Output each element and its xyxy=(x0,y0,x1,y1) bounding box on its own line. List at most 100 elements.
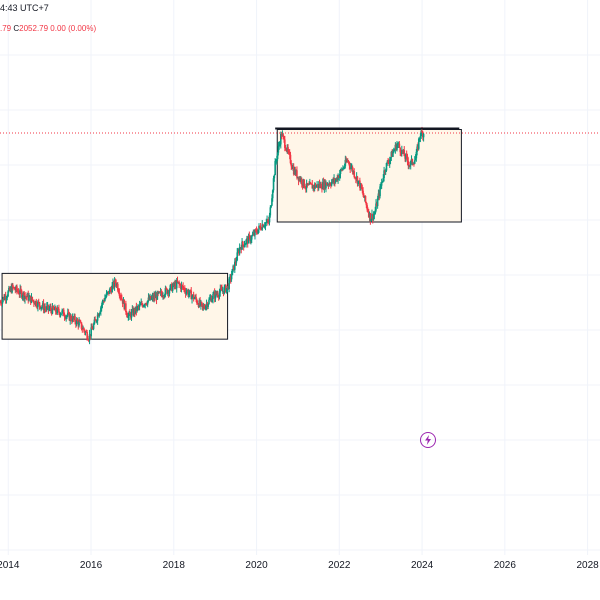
candle-body xyxy=(11,284,13,293)
candle-body xyxy=(27,293,30,301)
candle-body xyxy=(307,184,310,186)
candle-body xyxy=(64,317,67,319)
candle-body xyxy=(23,292,26,300)
candle-body xyxy=(96,320,98,322)
lightning-bolt-icon[interactable] xyxy=(420,432,436,448)
candle-body xyxy=(281,134,284,137)
candle-body xyxy=(301,184,304,186)
candle-body xyxy=(233,265,235,270)
candle-body xyxy=(298,177,301,181)
candle-body xyxy=(129,312,131,314)
candle-body xyxy=(371,213,374,220)
x-tick-label: 2024 xyxy=(410,560,434,571)
candle-body xyxy=(410,158,413,162)
candle-body xyxy=(183,288,185,290)
candle-body xyxy=(416,146,418,152)
candle-body xyxy=(41,303,44,307)
candle-body xyxy=(101,301,104,305)
candle-body xyxy=(193,298,196,300)
candle-body xyxy=(123,299,126,310)
candle-body xyxy=(290,163,293,167)
candle-body xyxy=(162,295,164,297)
candle-body xyxy=(357,180,360,184)
candle-body xyxy=(392,150,395,153)
candle-body xyxy=(18,293,21,295)
candle-body xyxy=(234,261,237,263)
candle-body xyxy=(202,306,205,308)
candle-body xyxy=(12,287,15,289)
candle-body xyxy=(142,305,145,307)
candle-body xyxy=(59,314,62,316)
candle-body xyxy=(388,160,391,164)
candle-body xyxy=(41,306,43,308)
candle-body xyxy=(343,166,346,168)
candle-body xyxy=(102,300,105,302)
candle-body xyxy=(303,179,305,187)
x-tick-label: 2016 xyxy=(79,560,103,571)
candle-body xyxy=(234,261,236,270)
candle-body xyxy=(280,134,283,137)
candle-body xyxy=(152,295,155,300)
candle-body xyxy=(236,252,239,261)
candle-body xyxy=(13,287,16,290)
candle-body xyxy=(2,297,5,301)
candle-body xyxy=(84,331,87,333)
candle-body xyxy=(63,315,66,318)
candle-body xyxy=(379,186,381,197)
open-fragment: .79 xyxy=(0,24,12,33)
candle-body xyxy=(194,296,197,299)
candle-body xyxy=(32,300,34,302)
candle-body xyxy=(70,315,72,320)
candle-body xyxy=(50,307,52,311)
candle-body xyxy=(250,239,252,242)
candle-body xyxy=(112,282,114,286)
candle-body xyxy=(367,209,369,212)
candle-body xyxy=(58,312,61,316)
candle-body xyxy=(79,321,81,323)
candle-body xyxy=(344,159,347,167)
candle-body xyxy=(167,290,169,294)
candle-body xyxy=(166,288,168,294)
candle-body xyxy=(365,202,368,206)
candle-body xyxy=(25,296,28,298)
candle-body xyxy=(333,178,335,183)
candle-body xyxy=(351,167,353,169)
candle-body xyxy=(361,188,364,191)
candle-body xyxy=(248,235,251,237)
candle-body xyxy=(160,291,163,295)
candle-body xyxy=(347,161,350,163)
candle-body xyxy=(49,307,51,309)
candle-body xyxy=(10,287,13,293)
candle-body xyxy=(383,170,385,179)
candle-body xyxy=(198,300,201,307)
candle-body xyxy=(413,160,416,164)
candle-body xyxy=(87,338,89,340)
candle-body xyxy=(329,183,331,185)
candle-body xyxy=(46,304,49,307)
candle-body xyxy=(36,305,38,308)
candle-body xyxy=(407,161,410,166)
candle-body xyxy=(215,292,218,295)
candle-body xyxy=(305,188,307,190)
candle-body xyxy=(4,296,7,300)
candle-body xyxy=(228,278,230,289)
candle-body xyxy=(196,303,199,305)
candle-body xyxy=(399,147,402,153)
candle-body xyxy=(212,294,214,300)
candle-body xyxy=(16,286,18,291)
time-axis[interactable]: 2014 2016 2018 2020 2022 2024 2026 2028 xyxy=(0,555,600,575)
candle-body xyxy=(20,288,22,292)
candle-body xyxy=(308,184,310,186)
candle-body xyxy=(117,290,120,293)
candle-body xyxy=(40,307,42,309)
candle-body xyxy=(393,149,396,151)
candle-body xyxy=(211,299,214,302)
candle-body xyxy=(89,334,92,337)
candle-body xyxy=(0,302,2,304)
candle-body xyxy=(358,180,360,182)
candle-body xyxy=(209,297,212,299)
candle-body xyxy=(38,302,41,306)
candle-body xyxy=(336,177,339,181)
candle-body xyxy=(388,162,390,164)
